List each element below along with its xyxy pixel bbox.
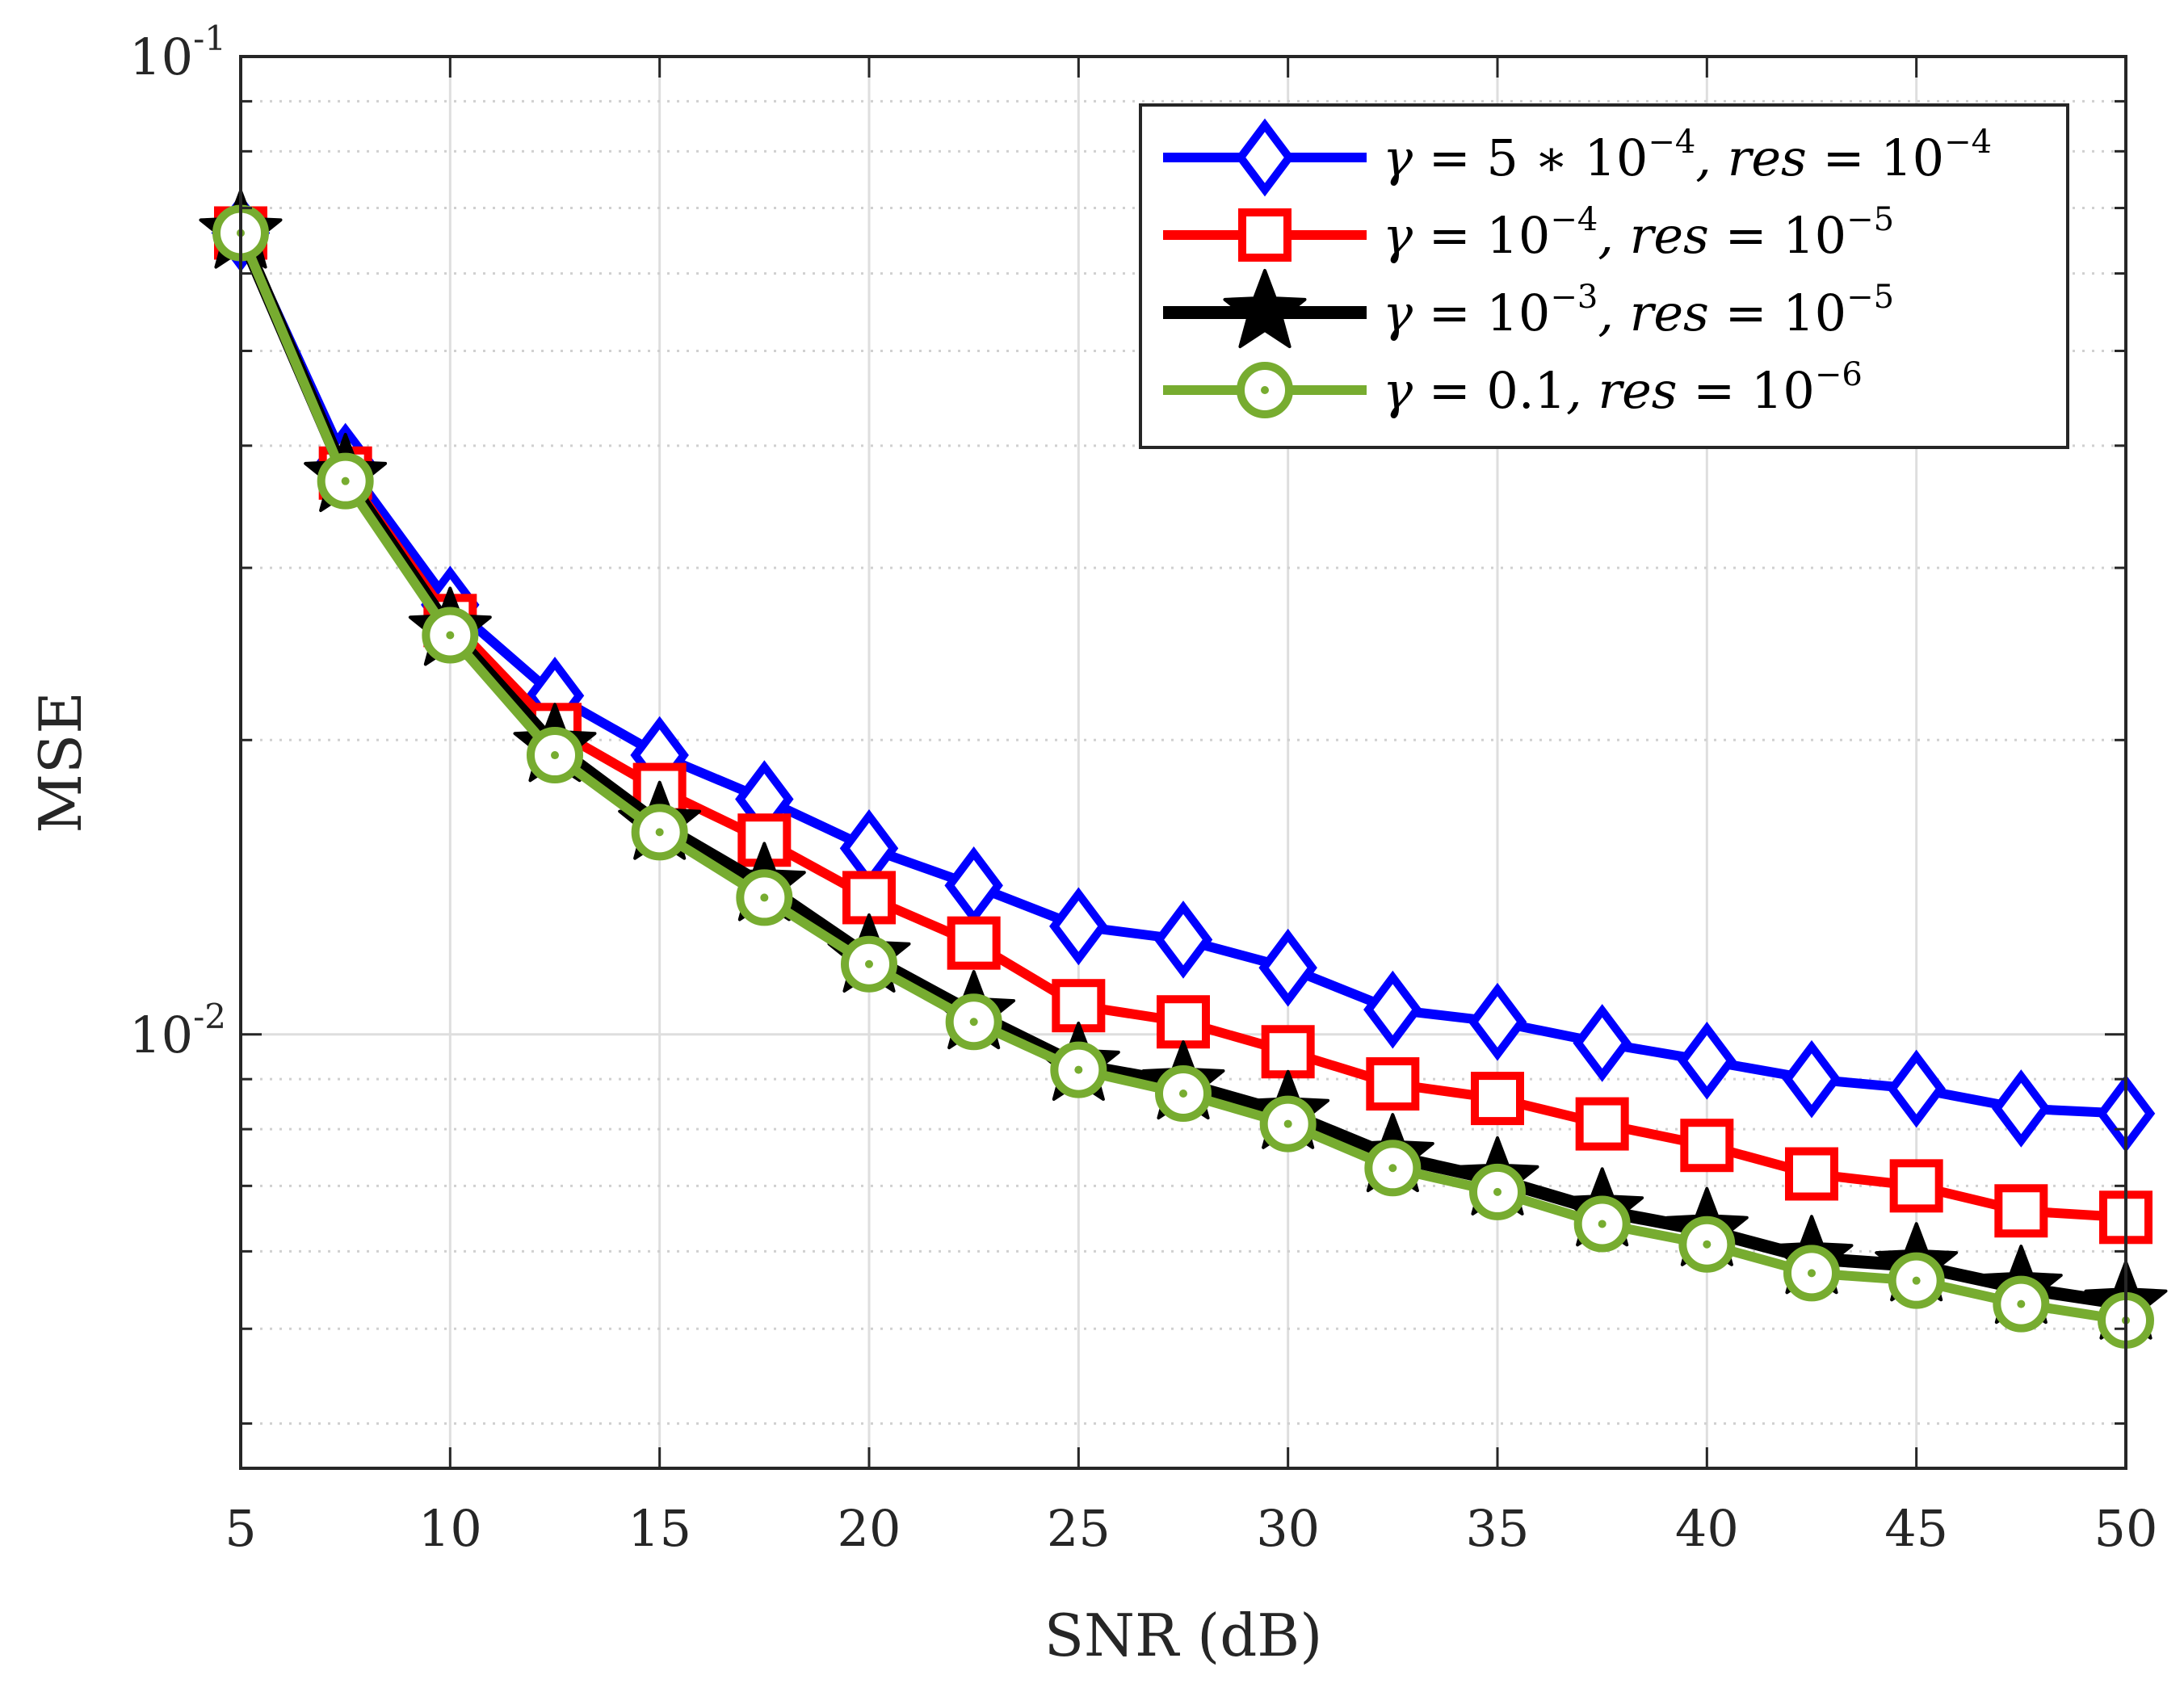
legend-label: γ = 0.1, res = 10−6 <box>1383 356 1863 420</box>
data-point <box>631 804 688 861</box>
data-point <box>422 607 479 664</box>
series-4 <box>212 204 2154 1349</box>
x-tick-label: 25 <box>1047 1499 1111 1558</box>
legend-marker <box>1223 269 1307 349</box>
data-point <box>1259 1095 1317 1152</box>
marker-center <box>1388 1164 1397 1173</box>
legend: γ = 5 ∗ 10−4, res = 10−4 γ = 10−4, res = … <box>1139 103 2069 449</box>
data-point <box>1785 1147 1838 1201</box>
marker-center <box>1703 1240 1712 1249</box>
legend-marker <box>1238 208 1292 262</box>
data-point <box>1258 928 1317 1007</box>
data-point <box>1364 1140 1422 1197</box>
marker-center <box>969 1018 978 1027</box>
data-point <box>1471 1072 1524 1126</box>
data-point <box>947 916 1001 970</box>
x-tick-label: 10 <box>418 1499 482 1558</box>
marker-center <box>446 631 455 640</box>
marker-center <box>1912 1276 1921 1285</box>
marker-center <box>2017 1299 2026 1308</box>
x-tick-label: 35 <box>1466 1499 1530 1558</box>
y-axis-title: MSE <box>27 691 94 833</box>
x-tick-label: 50 <box>2094 1499 2158 1558</box>
data-point <box>1889 1159 1943 1213</box>
data-point <box>1052 979 1106 1033</box>
data-point <box>1783 1245 1840 1302</box>
data-point <box>841 935 897 993</box>
data-point <box>1994 1184 2048 1238</box>
legend-label: γ = 10−3, res = 10−5 <box>1383 279 1894 342</box>
data-point <box>1782 1039 1842 1119</box>
data-point <box>1049 887 1108 966</box>
data-point <box>1468 982 1527 1061</box>
data-point <box>1678 1215 1736 1273</box>
series-2 <box>214 206 2152 1245</box>
data-point <box>1155 1065 1212 1123</box>
x-tick-label: 20 <box>838 1499 901 1558</box>
data-point <box>1993 1275 2050 1333</box>
data-point <box>1573 1004 1632 1082</box>
marker-center <box>1808 1269 1816 1278</box>
legend-marker <box>1237 362 1293 418</box>
legend-label: γ = 5 ∗ 10−4, res = 10−4 <box>1383 124 1992 187</box>
x-tick-label: 45 <box>1884 1499 1948 1558</box>
y-tick-label: 10-1 <box>129 19 226 86</box>
data-point <box>1575 1097 1629 1151</box>
marker-center <box>1493 1187 1502 1196</box>
marker-center <box>551 751 559 760</box>
data-point <box>1363 970 1422 1049</box>
data-point <box>945 993 1002 1051</box>
data-point <box>317 452 374 510</box>
x-tick-label: 15 <box>628 1499 691 1558</box>
data-point <box>1992 1069 2051 1148</box>
x-tick-label: 30 <box>1256 1499 1320 1558</box>
legend-entry-1: γ = 5 ∗ 10−4, res = 10−4 <box>1163 118 1992 197</box>
series-layer <box>199 189 2168 1349</box>
data-point <box>1887 1049 1946 1128</box>
marker-center <box>1261 386 1269 394</box>
marker-center <box>1283 1119 1292 1128</box>
marker-center <box>341 477 350 485</box>
x-tick-label: 5 <box>225 1499 256 1558</box>
data-point <box>527 727 583 784</box>
x-axis-title: SNR (dB) <box>1044 1602 1323 1669</box>
data-point <box>736 869 793 926</box>
y-tick-label: 10-2 <box>129 997 226 1064</box>
data-point <box>1153 901 1213 979</box>
legend-label: γ = 10−4, res = 10−5 <box>1383 201 1894 265</box>
marker-center <box>1179 1090 1187 1098</box>
legend-entry-3: γ = 10−3, res = 10−5 <box>1163 269 1894 349</box>
data-point <box>1573 1195 1631 1253</box>
marker-center <box>1074 1065 1083 1074</box>
axes: 5 10 15 20 25 30 35 40 45 50 10-1 10-2 SNR (dB) MSE <box>27 19 2157 1669</box>
data-point <box>1157 995 1210 1049</box>
data-point <box>1050 1041 1107 1098</box>
data-point <box>1261 1025 1315 1079</box>
data-point <box>1680 1119 1734 1173</box>
x-tick-label: 40 <box>1675 1499 1739 1558</box>
axes-box <box>239 55 2127 1470</box>
legend-marker <box>1235 118 1295 197</box>
legend-entry-2: γ = 10−4, res = 10−5 <box>1163 201 1894 265</box>
marker-center <box>655 828 664 837</box>
legend-entry-4: γ = 0.1, res = 10−6 <box>1163 356 1863 420</box>
data-point <box>1469 1163 1526 1220</box>
series-1 <box>211 194 2156 1153</box>
marker-center <box>1598 1220 1606 1228</box>
marker-center <box>865 959 873 968</box>
data-point <box>1678 1021 1737 1100</box>
data-point <box>1366 1057 1420 1111</box>
data-point <box>1888 1252 1945 1309</box>
marker-center <box>760 893 769 902</box>
